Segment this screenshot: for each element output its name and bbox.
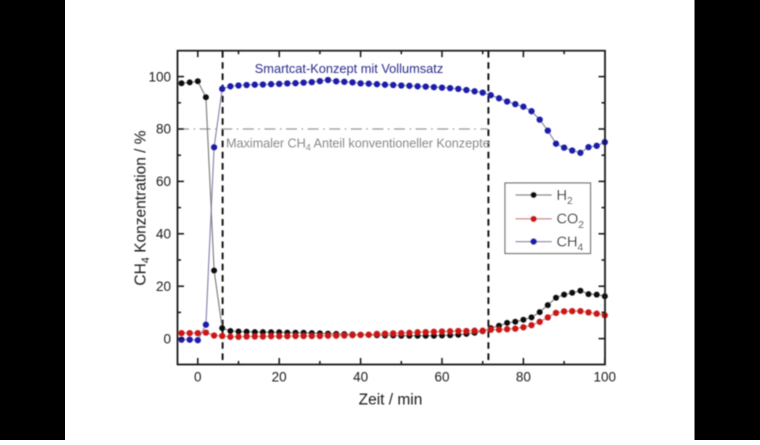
svg-text:80: 80 <box>516 370 531 385</box>
svg-text:0: 0 <box>194 370 202 385</box>
svg-text:Zeit / min: Zeit / min <box>359 392 423 409</box>
svg-text:40: 40 <box>156 227 171 242</box>
svg-text:60: 60 <box>434 370 449 385</box>
svg-text:60: 60 <box>156 174 171 189</box>
svg-text:Smartcat-Konzept mit Vollumsat: Smartcat-Konzept mit Vollumsatz <box>255 61 443 76</box>
svg-text:0: 0 <box>163 331 171 346</box>
svg-text:40: 40 <box>353 370 368 385</box>
svg-text:100: 100 <box>148 69 171 84</box>
svg-text:100: 100 <box>594 370 617 385</box>
svg-text:20: 20 <box>156 279 171 294</box>
svg-text:80: 80 <box>156 122 171 137</box>
svg-text:Maximaler CH4 Anteil konventio: Maximaler CH4 Anteil konventioneller Kon… <box>226 137 490 153</box>
svg-text:20: 20 <box>272 370 287 385</box>
